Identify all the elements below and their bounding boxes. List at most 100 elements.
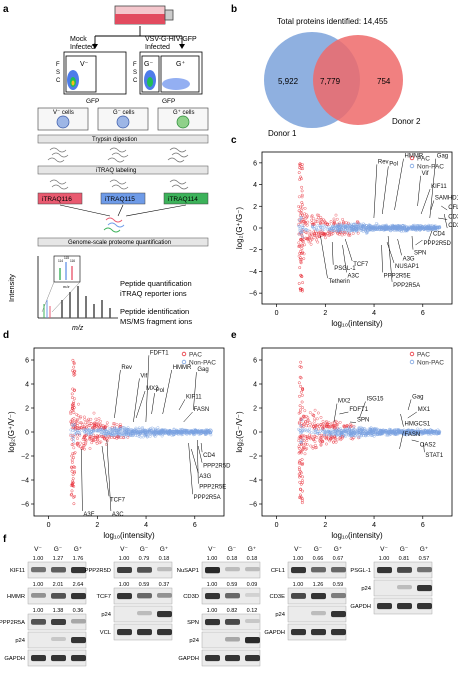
pac-point: [89, 417, 93, 421]
gene-label: Pol: [389, 161, 398, 167]
y-tick-label: 2: [25, 406, 29, 413]
stripe-point: [300, 165, 304, 169]
stripe-point: [298, 488, 302, 491]
stripe-point: [298, 266, 302, 270]
nonpac-point: [374, 430, 378, 434]
pac-point: [113, 422, 116, 426]
band-quant: 0.59: [139, 582, 150, 588]
nonpac-point: [411, 432, 415, 436]
stripe-point: [300, 189, 304, 193]
pac-point: [313, 417, 317, 421]
pac-point: [303, 452, 307, 456]
stripe-point: [299, 287, 303, 291]
band-quant: 1.00: [207, 556, 218, 562]
pac-point: [92, 435, 96, 439]
stripe-point: [298, 408, 302, 412]
legend-nonpac-label: Non-PAC: [417, 164, 444, 171]
gene-label: CFL1: [448, 205, 458, 211]
nonpac-point: [331, 224, 334, 228]
lane-label: G⁺: [248, 546, 257, 553]
nonpac-point: [368, 430, 371, 434]
lane-label: V⁻: [380, 546, 388, 553]
y-tick-label: 6: [25, 358, 29, 365]
pac-point: [83, 443, 86, 447]
gene-label: STAT1: [425, 453, 443, 459]
pac-point: [346, 221, 350, 225]
pac-point: [324, 232, 328, 236]
nonpac-point: [150, 430, 154, 434]
blot-row-label: CD3D: [183, 594, 199, 600]
nonpac-point: [334, 432, 338, 436]
nonpac-point: [340, 429, 344, 433]
gene-label: PSGL-1: [334, 266, 356, 272]
pac-point: [81, 437, 85, 441]
x-tick-label: 6: [421, 522, 425, 529]
nonpac-point: [305, 429, 309, 433]
gene-label: SPN: [357, 418, 369, 424]
pac-point: [311, 438, 315, 442]
pac-point: [96, 438, 99, 442]
nonpac-point: [83, 427, 87, 431]
reporter-tick-115: 115: [64, 256, 69, 260]
band-quant: 1.00: [207, 608, 218, 614]
stripe-point: [72, 404, 76, 408]
stripe-point: [300, 393, 304, 397]
band-quant: 1.27: [53, 556, 64, 562]
pac-point: [312, 232, 316, 236]
gene-arrow: [373, 164, 378, 219]
gene-label: Pol: [156, 388, 165, 394]
gene-arrow: [339, 411, 349, 415]
quant-text-1: Peptide quantification: [120, 279, 192, 288]
pac-point: [320, 440, 324, 443]
y-tick-label: 2: [253, 406, 257, 413]
ms-inset-mz: m/z: [63, 284, 69, 289]
pac-point: [118, 422, 122, 426]
gene-arrow: [191, 448, 199, 474]
blot-band: [291, 629, 306, 636]
stripe-point: [298, 256, 302, 260]
gene-label: A3G: [199, 474, 211, 480]
nonpac-point: [372, 426, 376, 430]
y-axis-label: log₂(G⁺/G⁻): [235, 207, 244, 250]
nonpac-point: [112, 429, 116, 433]
stripe-point: [299, 215, 303, 219]
lane-label: G⁻: [400, 546, 409, 553]
nonpac-point: [73, 432, 77, 436]
pac-point: [315, 220, 319, 224]
pac-point: [105, 421, 109, 425]
pac-point: [355, 221, 359, 225]
gene-arrow: [101, 445, 110, 497]
pac-point: [318, 220, 322, 224]
pac-point: [72, 400, 76, 404]
nonpac-point: [343, 429, 347, 433]
blot-band: [157, 611, 172, 618]
nonpac-point: [395, 430, 399, 434]
x-tick-label: 4: [372, 310, 376, 317]
band-quant: 0.36: [73, 608, 84, 614]
stripe-point: [299, 360, 303, 364]
pac-point: [321, 419, 325, 423]
nonpac-point: [154, 427, 158, 431]
stripe-point: [300, 400, 304, 404]
ma-plot-c: 6 4 2 0 −2 −4 −6 0 2 4 6 log₁₀(intensity) log₂(G⁺/G⁻…: [235, 151, 458, 328]
nonpac-point: [185, 428, 189, 432]
band-quant: 1.00: [119, 556, 130, 562]
gene-arrow: [133, 378, 140, 423]
band-quant: 0.57: [419, 556, 430, 562]
pac-point: [321, 423, 325, 427]
stripe-point: [301, 289, 304, 293]
pac-point: [325, 434, 329, 438]
itraq-tag-116: [37, 192, 83, 205]
blot-row-label: KIF11: [10, 568, 25, 574]
nonpac-point: [404, 431, 408, 435]
pac-point: [69, 412, 73, 416]
x-tick-label: 2: [95, 522, 99, 529]
stripe-point: [72, 362, 76, 366]
pac-point: [82, 436, 85, 440]
stripe-point: [300, 479, 304, 483]
stripe-point: [70, 458, 74, 462]
nonpac-point: [374, 428, 378, 432]
reporter-tick-116: 116: [70, 259, 75, 263]
stripe-point: [70, 403, 74, 407]
gene-arrow: [443, 213, 448, 229]
